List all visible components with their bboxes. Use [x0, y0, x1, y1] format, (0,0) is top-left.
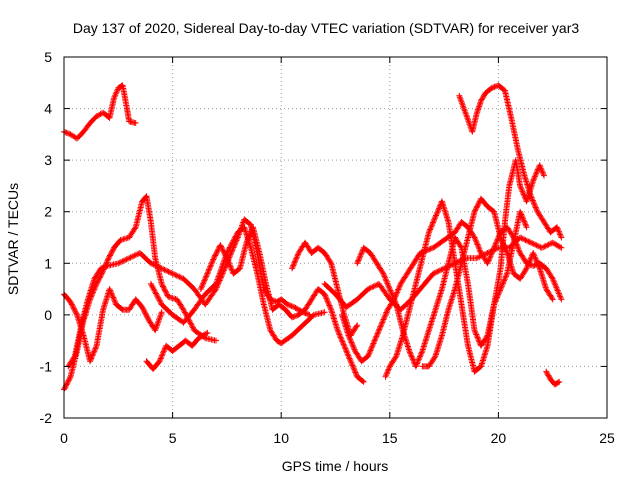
- y-tick-label: 1: [44, 255, 52, 271]
- series-markers: [197, 224, 367, 385]
- x-tick-label: 15: [382, 430, 398, 446]
- series-arc-4: [143, 329, 211, 372]
- series-markers: [456, 82, 565, 241]
- series-arc-15: [543, 368, 563, 388]
- series-arc-13: [456, 82, 565, 241]
- x-tick-label: 0: [60, 430, 68, 446]
- series-markers: [147, 224, 328, 347]
- x-tick-label: 5: [169, 430, 177, 446]
- y-tick-label: 5: [44, 49, 52, 65]
- data-series: [61, 82, 565, 393]
- series-markers: [143, 329, 211, 372]
- y-tick-label: 0: [44, 307, 52, 323]
- series-arc-1: [61, 82, 139, 142]
- series-arc-6: [147, 224, 328, 347]
- series-markers: [61, 82, 139, 142]
- x-tick-label: 20: [491, 430, 507, 446]
- series-markers: [65, 216, 313, 370]
- plot-frame: [63, 56, 608, 419]
- series-arc-7: [197, 224, 367, 385]
- x-axis-label: GPS time / hours: [282, 458, 389, 474]
- series-markers: [289, 239, 361, 339]
- y-tick-label: 4: [44, 101, 52, 117]
- series-arc-14: [419, 195, 556, 370]
- x-tick-label: 25: [599, 430, 615, 446]
- chart-title: Day 137 of 2020, Sidereal Day-to-day VTE…: [73, 20, 579, 36]
- y-axis-label: SDTVAR / TECUs: [5, 183, 21, 295]
- x-tick-label: 10: [273, 430, 289, 446]
- axis-ticks: 0 5 10 15 20 25 -2 -1 0 1 2 3 4 5: [40, 49, 615, 446]
- series-markers: [419, 195, 556, 370]
- series-arc-5: [65, 216, 313, 370]
- y-tick-label: 2: [44, 204, 52, 220]
- series-markers: [543, 368, 563, 388]
- y-tick-label: -2: [40, 410, 53, 426]
- series-arc-8: [289, 239, 361, 339]
- series-arc-12: [382, 157, 547, 380]
- y-tick-label: -1: [40, 358, 53, 374]
- series-markers: [382, 157, 547, 380]
- y-tick-label: 3: [44, 152, 52, 168]
